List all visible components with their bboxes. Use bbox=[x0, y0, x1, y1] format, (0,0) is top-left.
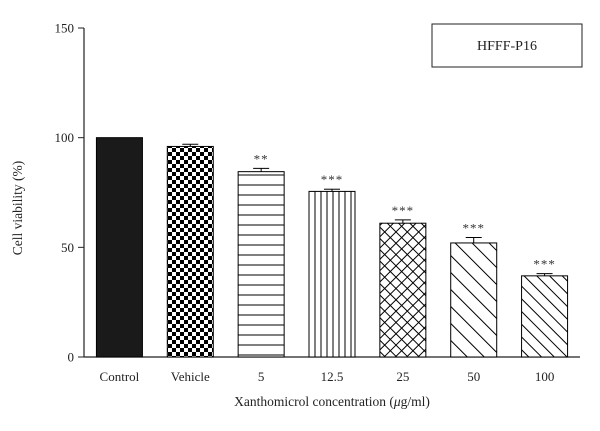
x-tick-label: Vehicle bbox=[171, 369, 210, 384]
y-axis-title: Cell viability (%) bbox=[10, 161, 25, 255]
significance-marker: *** bbox=[533, 257, 556, 272]
y-axis: 0 50 100 150 bbox=[55, 21, 85, 365]
bars-group bbox=[95, 137, 569, 358]
bar-12.5 bbox=[308, 190, 356, 358]
bar-50 bbox=[450, 242, 498, 358]
significance-marker: *** bbox=[392, 203, 415, 218]
bar-Vehicle bbox=[166, 145, 214, 358]
y-tick-label: 100 bbox=[55, 130, 75, 145]
y-tick-label: 0 bbox=[68, 350, 75, 365]
x-tick-label: 5 bbox=[258, 369, 265, 384]
x-tick-label: Control bbox=[100, 369, 140, 384]
legend: HFFF-P16 bbox=[431, 23, 583, 68]
legend-label: HFFF-P16 bbox=[477, 39, 537, 54]
y-tick-label: 50 bbox=[61, 240, 74, 255]
x-tick-label: 12.5 bbox=[321, 369, 344, 384]
significance-marker: *** bbox=[321, 172, 344, 187]
legend-box bbox=[431, 23, 583, 68]
x-tick-label: 25 bbox=[396, 369, 409, 384]
bar-100 bbox=[521, 275, 569, 358]
bar-25 bbox=[379, 222, 427, 358]
bar-Control bbox=[95, 137, 143, 358]
x-tick-label: 50 bbox=[467, 369, 480, 384]
labels-group: Control Vehicle ** 5 *** 12.5 *** 25 *** 50 *** 100 bbox=[100, 151, 556, 384]
bar-5 bbox=[237, 171, 285, 358]
y-tick-label: 150 bbox=[55, 21, 75, 36]
significance-marker: *** bbox=[462, 220, 485, 235]
x-axis-title: Xanthomicrol concentration (μg/ml) bbox=[234, 394, 430, 409]
x-tick-label: 100 bbox=[535, 369, 555, 384]
significance-marker: ** bbox=[254, 151, 269, 166]
